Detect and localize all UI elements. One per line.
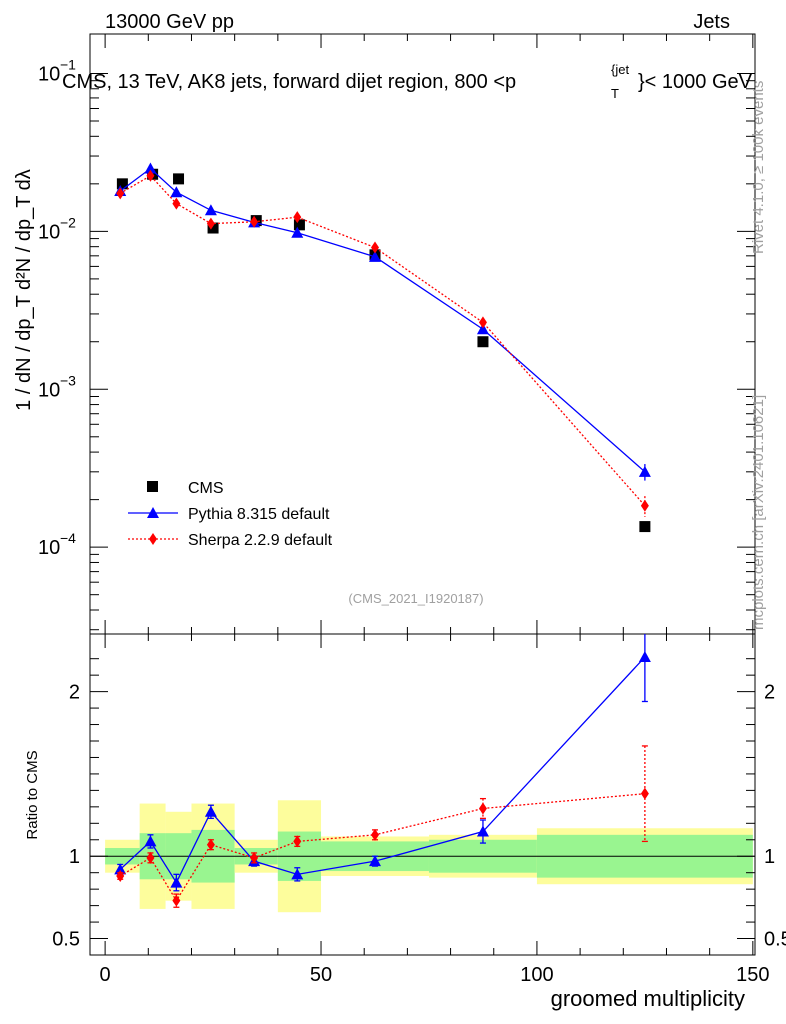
y-tick-label-upper-exp--2: −2	[60, 214, 76, 230]
legend-marker-cms	[147, 481, 158, 492]
pythia-point-ratio-1	[144, 835, 157, 847]
lower-panel-marks	[114, 634, 651, 908]
pythia-point-upper-7	[476, 323, 489, 335]
sherpa-point-upper-0	[116, 187, 125, 200]
pythia-point-ratio-3	[204, 805, 217, 817]
side-label-mcplots: mcplots.cern.ch [arXiv:2401.10621]	[750, 394, 767, 630]
sherpa-point-upper-6	[371, 241, 379, 254]
sherpa-point-ratio-5	[293, 835, 302, 848]
y-axis-label-lower: Ratio to CMS	[24, 750, 41, 839]
x-tick-label-0: 0	[100, 964, 111, 986]
x-axis-label: groomed multiplicity	[551, 986, 745, 1011]
sherpa-point-ratio-6	[371, 828, 379, 841]
sherpa-point-ratio-1	[146, 851, 155, 864]
legend-entry-pythia: Pythia 8.315 default	[128, 506, 330, 523]
upper-panel-marks	[114, 162, 651, 533]
sherpa-point-ratio-8	[640, 787, 649, 800]
ratio-tick-label-left-2: 2	[69, 682, 80, 704]
y-tick-label-upper-exp--1: −1	[60, 56, 76, 72]
y-tick-label-upper-exp--4: −4	[60, 530, 76, 546]
pythia-point-ratio-6	[369, 855, 381, 867]
cms-point-8	[639, 521, 651, 533]
legend-entry-sherpa: Sherpa 2.2.9 default	[128, 532, 333, 549]
title-superscript: {jet	[611, 62, 629, 77]
legend-label-sherpa: Sherpa 2.2.9 default	[188, 532, 333, 549]
y-tick-label-upper--1: 10	[38, 63, 60, 85]
pythia-point-upper-2	[170, 186, 183, 198]
sherpa-point-ratio-0	[116, 869, 125, 882]
legend-marker-sherpa	[149, 533, 157, 545]
ratio-tick-label-right-0.5: 0.5	[764, 929, 786, 951]
sherpa-point-upper-1	[146, 169, 155, 182]
x-tick-label-50: 50	[310, 964, 332, 986]
legend-label-cms: CMS	[188, 480, 224, 497]
sherpa-point-ratio-2	[172, 894, 181, 907]
cms-point-5	[293, 219, 305, 231]
cms-point-3	[207, 222, 219, 234]
sherpa-point-upper-5	[293, 211, 302, 224]
pythia-point-upper-3	[204, 204, 217, 216]
chart-title: CMS, 13 TeV, AK8 jets, forward dijet reg…	[62, 62, 753, 101]
legend: CMS Pythia 8.315 default Sherpa 2.2.9 de…	[128, 480, 333, 549]
pythia-point-ratio-0	[114, 863, 127, 875]
pythia-point-upper-5	[291, 226, 304, 238]
sherpa-point-upper-2	[172, 197, 181, 210]
legend-entry-cms: CMS	[147, 480, 224, 497]
cms-point-7	[477, 336, 489, 348]
y-tick-label-upper--3: 10	[38, 379, 60, 401]
pythia-point-ratio-7	[476, 825, 489, 837]
axis-ticks	[90, 34, 755, 955]
y-axis-label-upper: 1 / dN / dp_T d²N / dp_T dλ	[13, 169, 35, 411]
cms-point-2	[173, 173, 185, 185]
title-subscript: T	[611, 86, 619, 101]
pythia-point-upper-1	[144, 162, 157, 174]
pythia-point-upper-6	[369, 250, 381, 262]
ratio-tick-label-left-0.5: 0.5	[52, 929, 80, 951]
sherpa-line-upper	[119, 174, 646, 507]
pythia-point-ratio-8	[638, 651, 651, 663]
legend-label-pythia: Pythia 8.315 default	[188, 506, 330, 523]
pythia-point-upper-8	[638, 465, 651, 477]
x-tick-label-100: 100	[520, 964, 553, 986]
ratio-tick-label-right-1: 1	[764, 846, 775, 868]
sherpa-point-upper-8	[640, 499, 649, 512]
sherpa-point-upper-3	[206, 217, 215, 230]
y-tick-label-upper--4: 10	[38, 537, 60, 559]
sherpa-point-ratio-3	[206, 838, 215, 851]
cms-point-0	[116, 178, 128, 190]
title-end: }< 1000 GeV	[638, 71, 753, 93]
sherpa-point-upper-7	[478, 316, 487, 329]
y-tick-label-upper--2: 10	[38, 221, 60, 243]
ratio-tick-label-right-2: 2	[764, 682, 775, 704]
pythia-line-upper	[119, 167, 646, 473]
side-label-rivet: Rivet 4.1.0, ≥ 100k events	[750, 80, 767, 254]
sherpa-point-ratio-4	[250, 851, 259, 864]
pythia-point-ratio-2	[170, 876, 183, 888]
title-main: CMS, 13 TeV, AK8 jets, forward dijet reg…	[62, 71, 516, 93]
lower-panel-frame	[89, 633, 756, 956]
analysis-tag: (CMS_2021_I1920187)	[348, 591, 483, 606]
legend-marker-pythia	[147, 507, 159, 518]
pythia-point-ratio-5	[291, 868, 304, 880]
y-tick-label-upper-exp--3: −3	[60, 372, 76, 388]
x-tick-label-150: 150	[736, 964, 769, 986]
sherpa-point-ratio-7	[478, 802, 487, 815]
header-left: 13000 GeV pp	[105, 11, 234, 33]
header-right: Jets	[693, 11, 730, 33]
ratio-tick-label-left-1: 1	[69, 846, 80, 868]
sherpa-point-upper-4	[250, 215, 259, 228]
